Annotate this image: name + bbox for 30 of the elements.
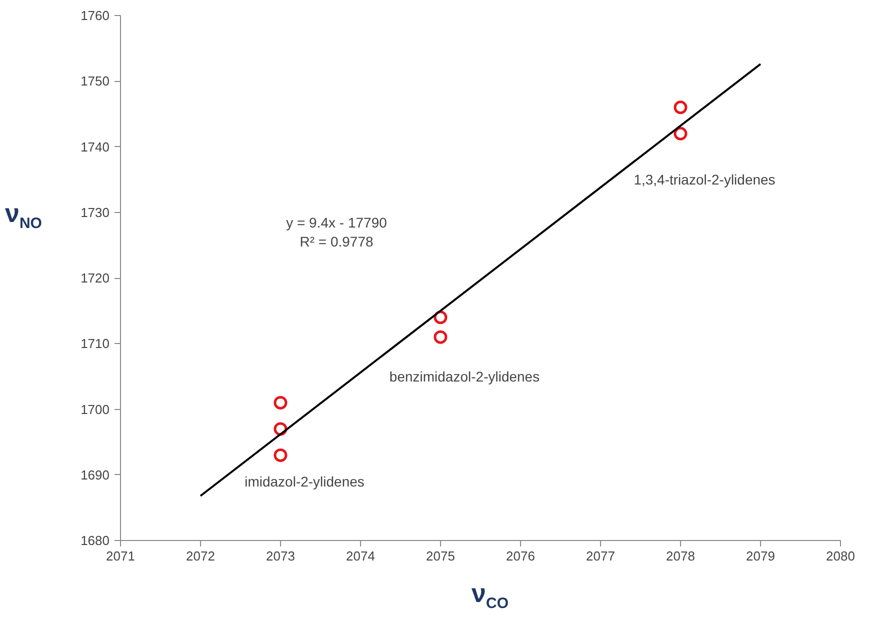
point [434,330,448,344]
y-tick-label: 1680 [80,533,110,548]
y-tick-label: 1710 [80,336,110,352]
x-axis-title: ν$_{CO}$ [472,578,508,612]
annotation: y = 9.4x - 17790 R² = 0.9778 [286,214,388,250]
y-tick-label: 1730 [80,204,110,220]
x-tick-label: 2078 [666,548,695,564]
y-tick-label: 1720 [80,270,110,286]
y-tick-label: 1740 [80,139,110,154]
y-tick-label: 1760 [80,8,110,23]
x-tick-label: 2076 [506,548,535,564]
annotation: benzimidazol-2-ylidenes [389,368,540,384]
point [274,396,288,410]
point [674,126,688,140]
x-tick-label: 2077 [586,548,615,564]
y-tick-label: 1750 [80,74,110,89]
y-tick-label: 1690 [80,467,110,482]
x-tick-label: 2075 [426,548,455,564]
point [674,100,688,114]
point [274,448,288,462]
x-tick-label: 2072 [186,548,215,564]
annotation: imidazol-2-ylidenes [244,473,364,490]
y-tick-label: 1700 [80,402,110,417]
x-tick-label: 2071 [106,548,135,564]
x-tick-label: 2080 [826,548,855,564]
x-tick-label: 2073 [266,548,295,564]
x-tick-label: 2079 [746,548,775,564]
y-axis-title: ν$_{NO}$ [5,198,42,232]
annotation: 1,3,4-triazol-2-ylidenes [634,172,776,188]
x-tick-label: 2074 [346,548,375,564]
